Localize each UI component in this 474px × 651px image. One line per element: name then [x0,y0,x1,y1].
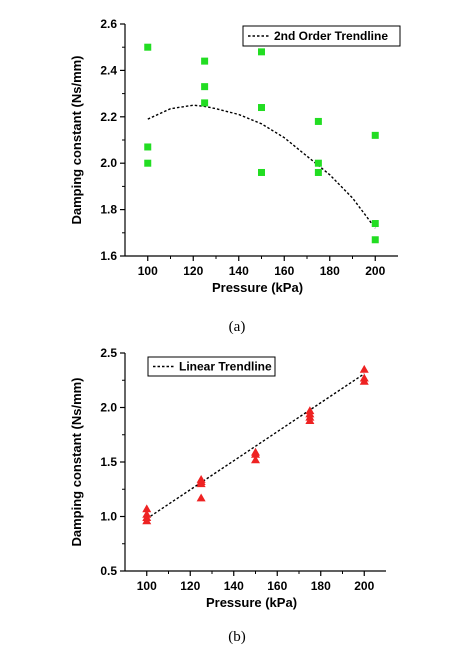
x-tick-label: 100 [137,579,157,593]
data-point [144,159,152,167]
trendline [147,104,376,229]
data-point [196,479,206,488]
data-point [201,99,209,107]
legend-box [147,356,276,377]
legend-label: Linear Trendline [179,360,272,374]
x-tick-label: 160 [274,264,294,278]
x-tick-label: 140 [229,264,249,278]
panel-caption: (a) [229,319,246,335]
data-point [251,449,260,458]
legend-label: 2nd Order Trendline [274,29,388,43]
panel-caption: (b) [228,629,246,645]
data-point [251,455,260,464]
legend-box [242,25,401,47]
data-point [258,168,265,176]
chart-panel-b: 100 120 140 160 180 200 0.5 1.0 1.5 2.0 2.5 Pressur… [69,346,386,645]
data-point [144,143,152,151]
legend: Linear Trendline [147,356,276,377]
trendline [146,373,365,520]
chart-panel-a: 100 120 140 160 180 200 1.6 1.8 2.0 2.2 2.4 2.6 Pres… [69,17,401,335]
data-point [371,131,379,139]
y-tick-label: 2.0 [100,401,117,415]
data-point [144,43,152,51]
x-tick-label: 140 [224,579,244,593]
data-point [314,168,322,176]
data-point [258,48,265,56]
data-point [371,236,379,244]
data-point [359,376,369,385]
y-tick-label: 2.4 [100,63,117,77]
y-tick-label: 2.0 [100,156,117,170]
y-axis-title: Damping constant (Ns/mm) [69,377,84,546]
y-tick-label: 1.8 [100,203,117,217]
data-point [305,416,315,424]
x-axis-title: Pressure (kPa) [206,595,297,610]
data-point [201,83,209,91]
x-tick-label: 200 [354,579,374,593]
data-point [142,504,152,513]
y-tick-label: 1.0 [100,510,117,524]
data-point [359,364,369,373]
legend: 2nd Order Trendline [242,25,401,47]
y-tick-label: 1.6 [100,249,117,263]
x-tick-label: 180 [311,579,331,593]
x-axis-title: Pressure (kPa) [212,280,303,295]
y-tick-label: 2.5 [100,346,117,360]
y-tick-label: 1.5 [100,455,117,469]
data-point [142,516,152,525]
data-point [258,104,265,112]
data-point [201,57,209,65]
x-tick-label: 160 [267,579,287,593]
x-tick-label: 200 [365,264,385,278]
data-point [314,117,322,125]
data-point [196,493,206,502]
y-axis-title: Damping constant (Ns/mm) [69,55,84,224]
x-tick-label: 120 [180,579,200,593]
y-tick-label: 0.5 [100,564,117,578]
x-tick-label: 120 [183,264,203,278]
y-tick-label: 2.6 [100,17,117,31]
y-tick-label: 2.2 [100,110,117,124]
data-point [314,159,322,167]
x-tick-label: 100 [138,264,158,278]
x-tick-label: 180 [320,264,340,278]
data-point [371,220,379,228]
